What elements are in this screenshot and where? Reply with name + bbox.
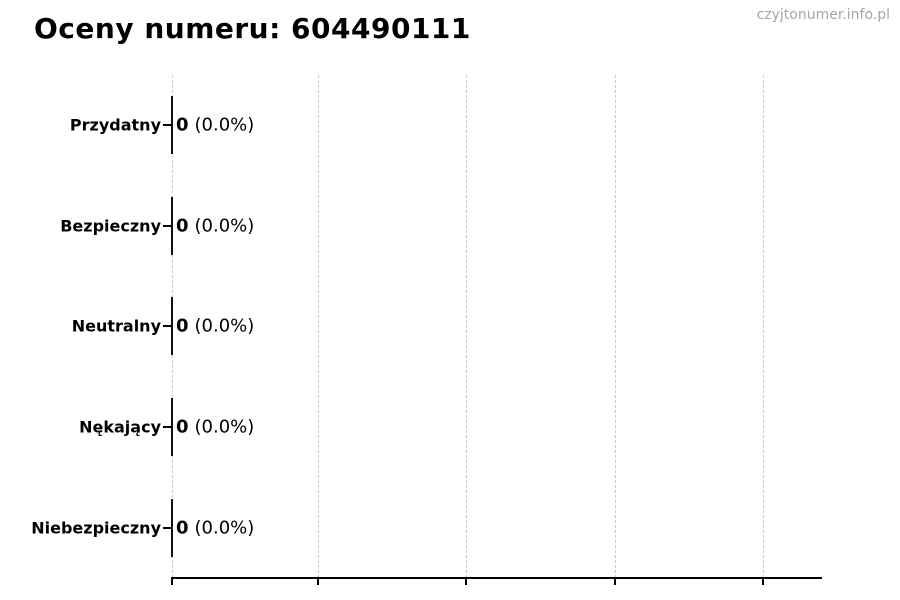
x-axis-tick (762, 579, 764, 585)
chart-title: Oceny numeru: 604490111 (34, 12, 471, 45)
gridline (466, 75, 467, 578)
value-annotation: 0 (0.0%) (176, 417, 254, 438)
bar-chart: Przydatny 0 (0.0%) Bezpieczny 0 (0.0%) Neu… (31, 75, 822, 585)
bar-row: Niebezpieczny 0 (0.0%) (31, 477, 822, 578)
gridline (615, 75, 616, 578)
zero-width-bar (171, 398, 173, 457)
value-percent: (0.0%) (194, 517, 255, 539)
value-percent: (0.0%) (194, 215, 255, 237)
x-axis-tick (317, 579, 319, 585)
category-label: Bezpieczny (60, 216, 161, 236)
y-axis-tick (163, 526, 171, 529)
value-annotation: 0 (0.0%) (176, 316, 254, 337)
value-percent: (0.0%) (194, 315, 255, 337)
bar-row: Neutralny 0 (0.0%) (72, 276, 822, 377)
category-label: Nękający (79, 417, 161, 437)
x-axis-tick (171, 579, 173, 585)
x-axis-tick (614, 579, 616, 585)
y-axis-tick (163, 124, 171, 127)
zero-width-bar (171, 196, 173, 255)
value-annotation: 0 (0.0%) (176, 517, 254, 538)
value-count: 0 (176, 315, 189, 337)
value-count: 0 (176, 517, 189, 539)
bar-row: Bezpieczny 0 (0.0%) (60, 176, 822, 277)
zero-width-bar (171, 498, 173, 557)
value-percent: (0.0%) (194, 416, 255, 438)
category-label: Przydatny (69, 115, 161, 135)
bar-row: Nękający 0 (0.0%) (79, 377, 822, 478)
value-count: 0 (176, 215, 189, 237)
bar-rows: Przydatny 0 (0.0%) Bezpieczny 0 (0.0%) Neu… (31, 75, 822, 578)
zero-width-bar (171, 96, 173, 155)
zero-width-bar (171, 297, 173, 356)
category-label: Niebezpieczny (31, 518, 161, 538)
category-label: Neutralny (71, 316, 161, 336)
gridline (763, 75, 764, 578)
y-axis-tick (163, 426, 171, 429)
y-axis-tick (163, 224, 171, 227)
watermark-link[interactable]: czyjtonumer.info.pl (756, 7, 890, 23)
bar-row: Przydatny 0 (0.0%) (70, 75, 822, 176)
value-annotation: 0 (0.0%) (176, 215, 254, 236)
x-axis-line (171, 577, 822, 579)
value-count: 0 (176, 114, 189, 136)
value-percent: (0.0%) (194, 114, 255, 136)
gridline (318, 75, 319, 578)
value-count: 0 (176, 416, 189, 438)
y-axis-tick (163, 325, 171, 328)
x-axis-tick (465, 579, 467, 585)
value-annotation: 0 (0.0%) (176, 115, 254, 136)
